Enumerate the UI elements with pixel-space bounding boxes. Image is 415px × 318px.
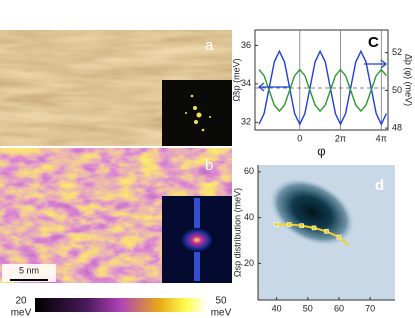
point-marker xyxy=(336,234,342,240)
x-tick-label: 70 xyxy=(365,303,375,313)
inset-fft xyxy=(162,80,232,146)
x-tick-label: 0 xyxy=(297,133,302,143)
x-axis-label: Δp (meV) xyxy=(307,316,345,318)
y2-tick-label: 48 xyxy=(392,122,402,132)
point-marker xyxy=(311,225,317,231)
point-marker xyxy=(274,222,279,227)
colorbar xyxy=(35,298,207,312)
y-tick-label: 20 xyxy=(244,258,254,268)
inset-spots xyxy=(185,94,211,132)
y2-tick-label: 52 xyxy=(392,47,402,57)
x-tick-label: 50 xyxy=(303,303,313,313)
panel-label: d xyxy=(375,177,384,194)
colorbar-tick: 20 xyxy=(15,296,27,307)
y-axis-label: Ω̃sp (meV) xyxy=(231,58,241,101)
scale-bar-box xyxy=(2,264,56,282)
point-marker xyxy=(286,222,292,227)
x-tick-label: 60 xyxy=(334,303,344,313)
series-line xyxy=(258,68,387,113)
y-tick-label: 34 xyxy=(241,78,251,88)
colorbar-unit: meV xyxy=(211,308,232,318)
y2-axis-label: Δ̄p (φ) (meV) xyxy=(404,54,414,106)
point-marker xyxy=(299,223,304,228)
point-marker xyxy=(324,229,329,234)
colorbar-tick: 50 xyxy=(215,296,227,307)
panel-label: b xyxy=(205,157,213,174)
series-line xyxy=(258,49,388,126)
density-blob xyxy=(269,177,355,247)
inset-center xyxy=(181,228,213,252)
y-tick-label: 60 xyxy=(244,166,254,176)
axis-arrow xyxy=(364,59,387,69)
axis-arrow xyxy=(258,82,289,92)
x-axis-label: φ xyxy=(317,143,325,158)
scale-bar-label: 5 nm xyxy=(19,265,39,275)
x-tick-label: 4π xyxy=(376,133,387,143)
panel-label: a xyxy=(205,37,214,54)
x-tick-label: 40 xyxy=(272,303,282,313)
x-tick-label: 2π xyxy=(335,133,346,143)
y-tick-label: 32 xyxy=(241,117,251,127)
plot-frame xyxy=(254,29,389,131)
y-tick-label: 36 xyxy=(241,40,251,50)
y2-tick-label: 50 xyxy=(392,85,402,95)
y-axis-label: Ωsp distribution (meV) xyxy=(232,188,242,277)
panel-label: C xyxy=(368,34,379,51)
y-tick-label: 40 xyxy=(244,212,254,222)
colorbar-unit: meV xyxy=(11,308,32,318)
